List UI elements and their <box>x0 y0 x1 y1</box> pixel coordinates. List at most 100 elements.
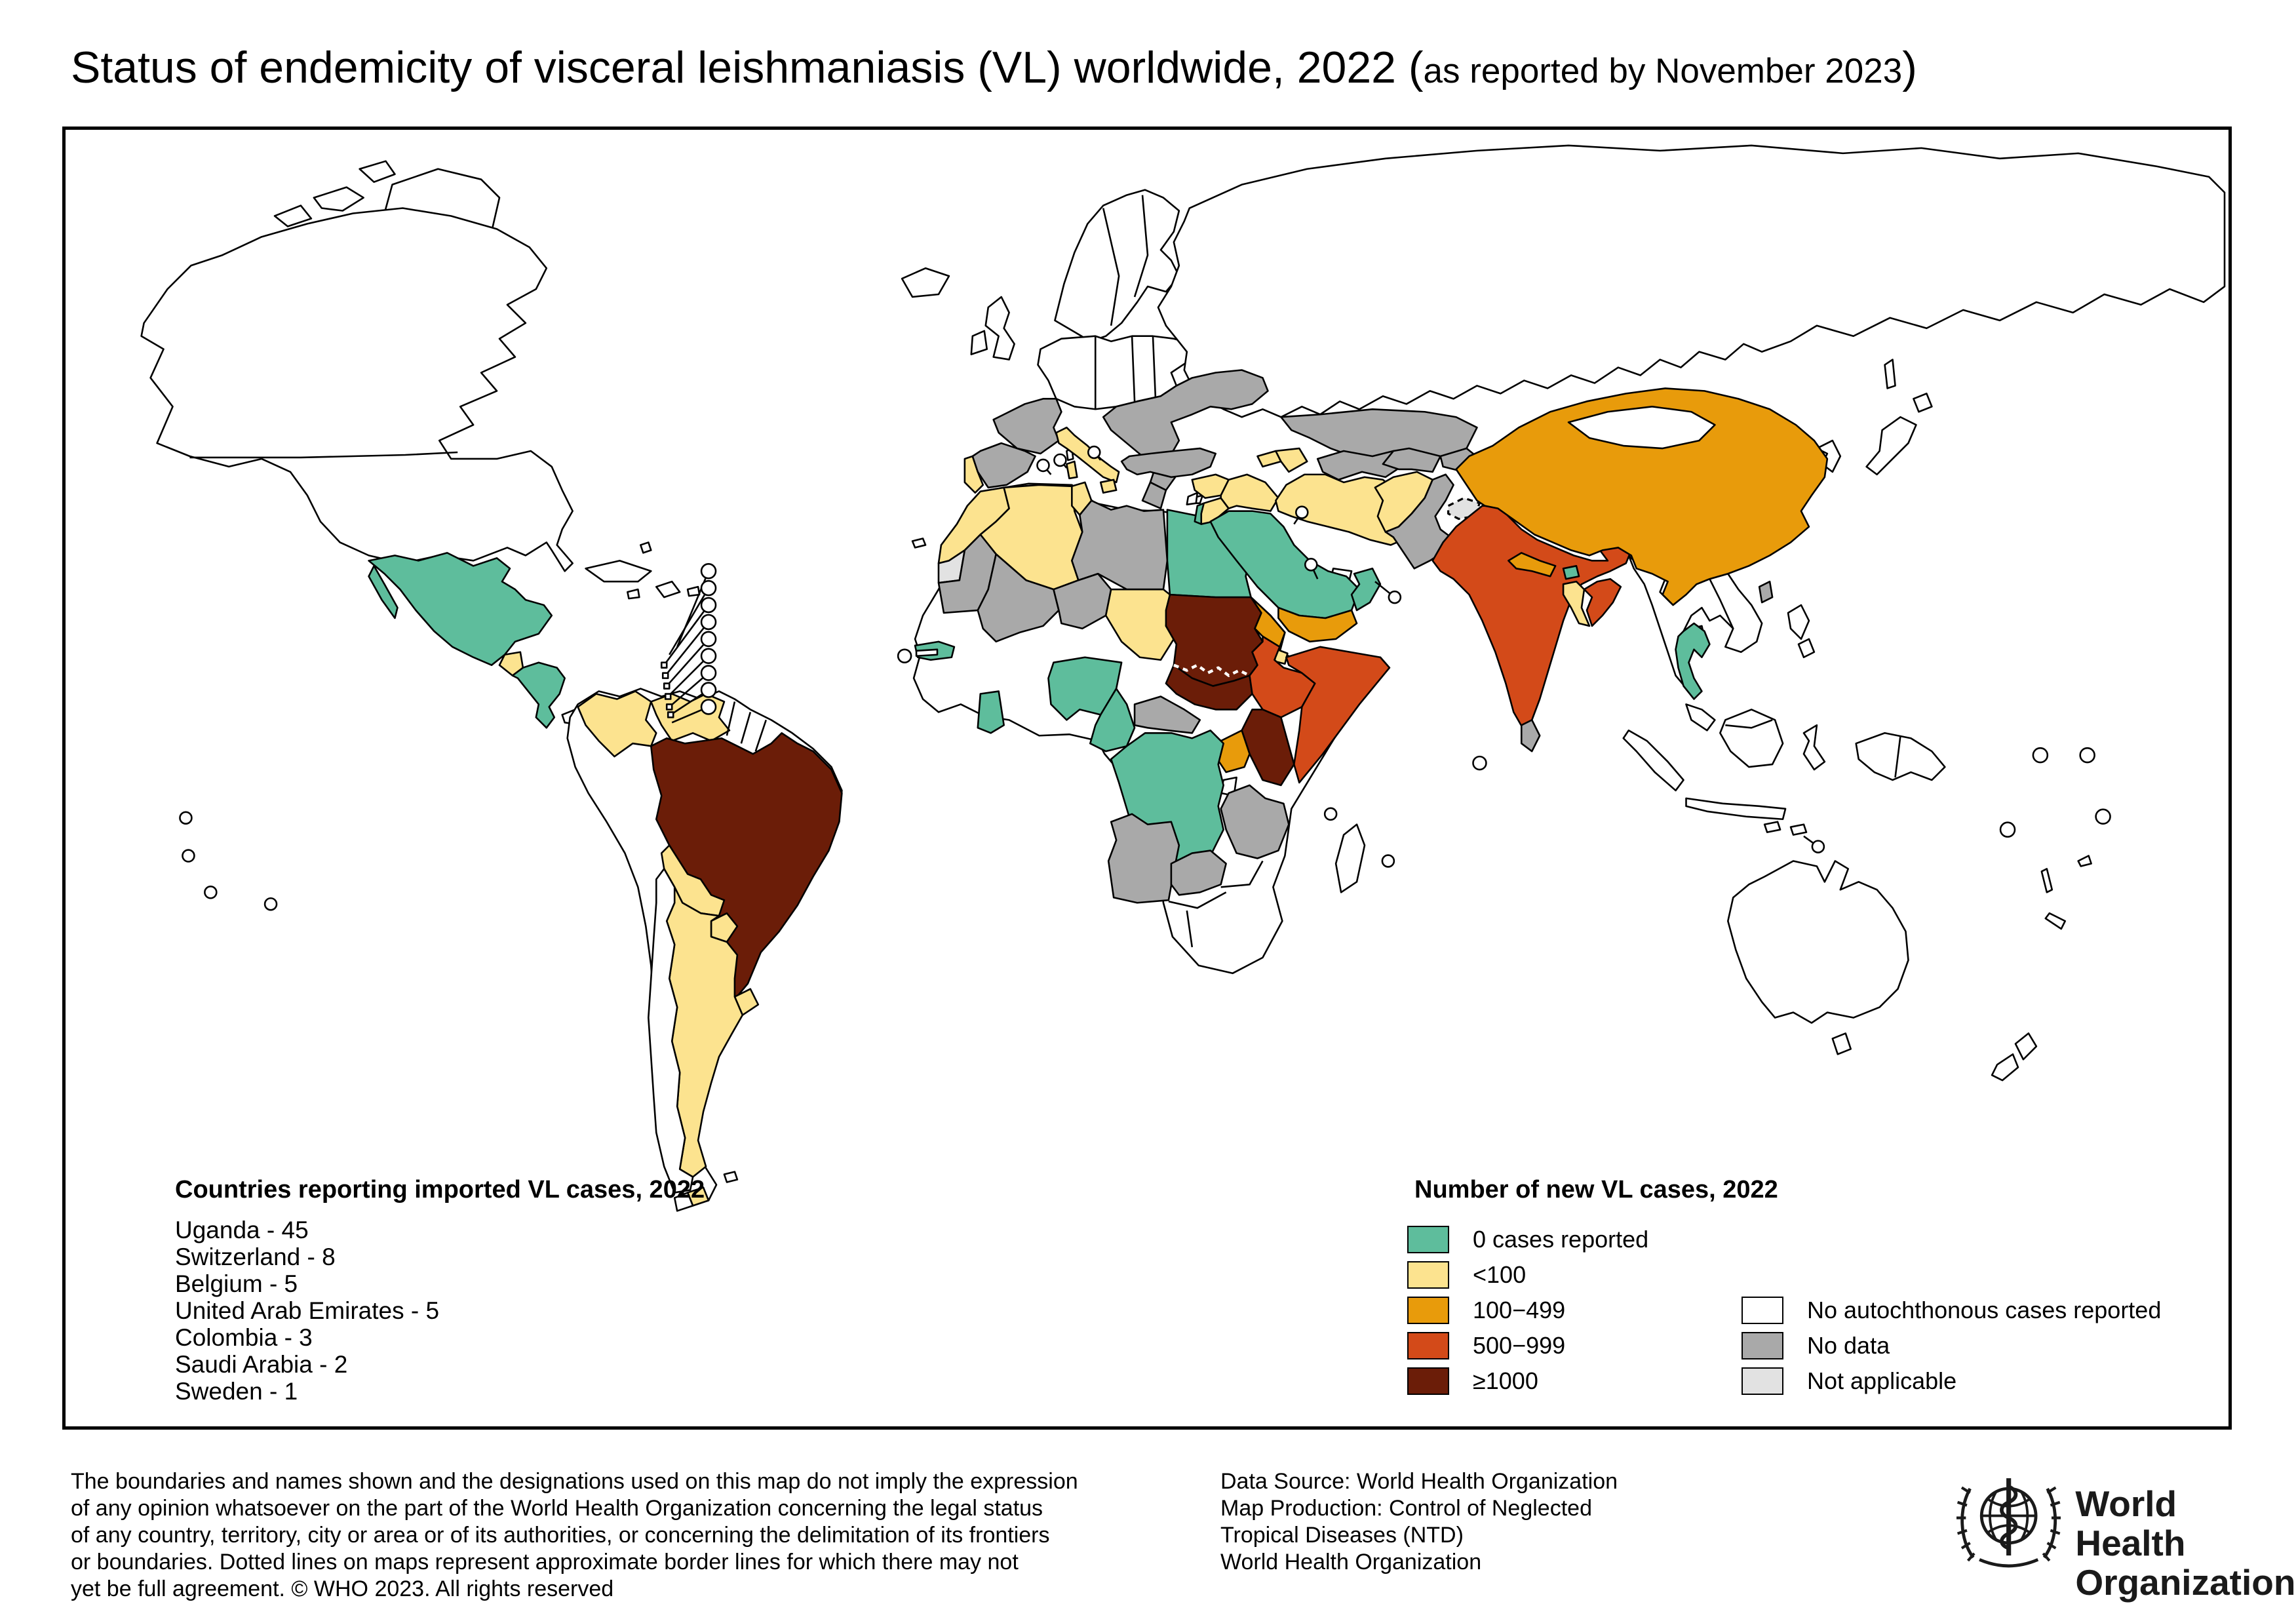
country-japan-hokkaido <box>1913 393 1933 413</box>
country-jamaica <box>627 588 640 600</box>
legend-label: Not applicable <box>1807 1367 1957 1394</box>
legend-swatch-ge1000 <box>1407 1367 1449 1395</box>
border-southern-africa-2 <box>1186 910 1194 948</box>
legend-swatch-not-applicable <box>1741 1367 1783 1395</box>
country-japan <box>1865 416 1917 476</box>
country-nepal <box>1508 552 1557 577</box>
country-somalia <box>1285 646 1391 784</box>
country-bahamas <box>640 541 652 554</box>
country-armenia-azerbaijan <box>1275 447 1308 473</box>
who-logo-line2: Organization <box>2075 1562 2296 1603</box>
country-india-northeast <box>1583 577 1622 627</box>
imported-case-item: Switzerland - 8 <box>175 1243 336 1270</box>
disclaimer-line: or boundaries. Dotted lines on maps repr… <box>71 1550 1019 1574</box>
country-russia <box>1157 144 2226 418</box>
country-lebanon <box>1186 492 1199 505</box>
country-zambia <box>1170 850 1227 896</box>
border-sudan-south-sudan-dotted <box>1173 663 1251 677</box>
page-title-subtitle: as reported by November 2023 <box>1423 52 1903 90</box>
arctic-island <box>359 160 396 183</box>
page-title: Status of endemicity of visceral leishma… <box>71 42 1917 93</box>
country-bhutan <box>1562 565 1580 580</box>
island-pacific-1 <box>2032 747 2049 764</box>
imported-case-item: United Arab Emirates - 5 <box>175 1297 440 1324</box>
data-source-line: Tropical Diseases (NTD) <box>1220 1523 1464 1548</box>
country-central-america <box>511 661 566 729</box>
legend-swatch-lt100 <box>1407 1261 1449 1289</box>
country-ireland <box>970 330 988 355</box>
border-guyanas-2 <box>740 712 752 744</box>
disclaimer-line: The boundaries and names shown and the d… <box>71 1469 1078 1494</box>
country-australia <box>1727 860 1909 1024</box>
country-saudi-arabia <box>1209 510 1361 619</box>
island-timor-leste <box>1811 840 1825 853</box>
country-libya <box>1071 499 1169 591</box>
country-oman <box>1350 567 1382 612</box>
who-emblem-icon <box>1956 1478 2061 1568</box>
country-uzbekistan <box>1382 447 1441 473</box>
legend-label: <100 <box>1473 1261 1527 1288</box>
disclaimer-line: yet be full agreement. © WHO 2023. All r… <box>71 1576 614 1601</box>
legend-swatch-no-autochthonous <box>1741 1297 1783 1324</box>
country-thailand <box>1675 622 1711 700</box>
country-greece <box>1141 481 1167 509</box>
island-maldives <box>1472 755 1487 771</box>
who-logo: World Health Organization <box>1956 1470 2296 1602</box>
who-logo-text: World Health Organization <box>2075 1484 2296 1602</box>
country-pakistan <box>1384 473 1454 570</box>
arctic-island <box>273 205 313 227</box>
imported-cases-list: Uganda - 45 Switzerland - 8 Belgium - 5 … <box>175 1217 439 1405</box>
legend-label: No autochthonous cases reported <box>1807 1297 2162 1323</box>
country-mexico <box>368 552 553 666</box>
country-iraq <box>1220 473 1279 512</box>
country-ghana <box>977 690 1005 734</box>
imported-case-item: Uganda - 45 <box>175 1217 309 1243</box>
island-sakhalin <box>1884 359 1896 389</box>
imported-case-item: Colombia - 3 <box>175 1324 313 1351</box>
imported-case-item: Sweden - 1 <box>175 1378 298 1405</box>
island-pacific-3 <box>2095 808 2111 825</box>
disclaimer-line: of any opinion whatsoever on the part of… <box>71 1496 1043 1521</box>
island-galapagos <box>179 811 193 825</box>
legend-swatch-no-data <box>1741 1332 1783 1359</box>
state-qatar <box>1388 590 1402 604</box>
border-norway-sweden <box>1102 208 1120 326</box>
imported-case-item: Belgium - 5 <box>175 1270 298 1297</box>
island-canary <box>911 538 927 549</box>
island-timor <box>1789 823 1808 836</box>
country-italy <box>1055 426 1120 484</box>
country-tanzania <box>1220 784 1290 859</box>
island-lesser-sunda <box>1763 821 1781 833</box>
country-new-zealand-south <box>1991 1053 2019 1082</box>
world-map <box>140 144 2226 1212</box>
page-title-main: Status of endemicity of visceral leishma… <box>71 43 1424 92</box>
country-turkmenistan <box>1316 450 1403 481</box>
legend-title: Number of new VL cases, 2022 <box>1414 1176 1778 1203</box>
country-philippines-south <box>1797 638 1816 659</box>
island-vanuatu <box>2040 868 2053 893</box>
map-frame: Countries reporting imported VL cases, 2… <box>62 127 2232 1430</box>
legend-swatch-zero <box>1407 1226 1449 1253</box>
legend-label: 0 cases reported <box>1473 1226 1649 1253</box>
border-guyanas-3 <box>754 719 767 752</box>
country-hispaniola <box>655 580 681 598</box>
country-iceland <box>901 267 950 298</box>
data-source-line: Data Source: World Health Organization <box>1220 1469 1618 1494</box>
island-java <box>1685 797 1787 821</box>
border-papua <box>1894 735 1901 778</box>
island-taiwan <box>1758 580 1774 604</box>
who-logo-line1: World Health <box>2075 1483 2186 1563</box>
country-malaysia <box>1685 703 1716 732</box>
country-cuba <box>585 560 652 583</box>
country-angola <box>1107 813 1180 904</box>
country-madagascar <box>1334 823 1366 893</box>
disclaimer-line: of any country, territory, city or area … <box>71 1523 1050 1548</box>
imported-panel-title: Countries reporting imported VL cases, 2… <box>175 1176 705 1203</box>
island-new-guinea <box>1855 732 1946 781</box>
island-fiji <box>2077 855 2092 867</box>
island-new-caledonia <box>2044 912 2067 930</box>
island-sicily <box>1099 479 1118 494</box>
country-gambia <box>915 648 939 657</box>
leader-circles <box>179 445 2111 911</box>
border-guyanas-1 <box>726 701 736 736</box>
